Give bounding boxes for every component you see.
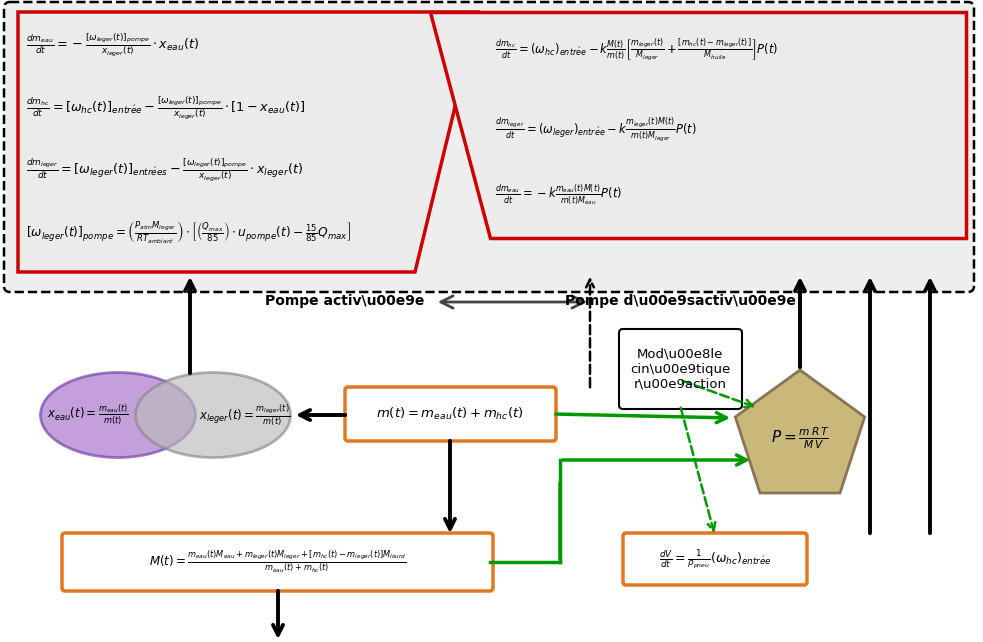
Ellipse shape <box>40 372 196 458</box>
Text: $\frac{dV}{dt} = \frac{1}{\rho_{pneu}}(\omega_{hc})_{entr\acute{e}e}$: $\frac{dV}{dt} = \frac{1}{\rho_{pneu}}(\… <box>659 548 772 570</box>
Text: Pompe d\u00e9sactiv\u00e9e: Pompe d\u00e9sactiv\u00e9e <box>564 294 795 308</box>
Text: $[\omega_{leger}(t)]_{pompe} = \left(\frac{P_{atm}M_{leger}}{RT_{ambiant}}\right: $[\omega_{leger}(t)]_{pompe} = \left(\fr… <box>26 219 351 245</box>
Text: $\frac{dm_{eau}}{dt} = -\frac{[\omega_{leger}(t)]_{pompe}}{x_{leger}(t)} \cdot x: $\frac{dm_{eau}}{dt} = -\frac{[\omega_{l… <box>26 31 200 58</box>
Text: $x_{leger}(t) = \frac{m_{leger}(t)}{m(t)}$: $x_{leger}(t) = \frac{m_{leger}(t)}{m(t)… <box>200 402 291 428</box>
Text: Mod\u00e8le
cin\u00e9tique
r\u00e9action: Mod\u00e8le cin\u00e9tique r\u00e9action <box>630 347 730 390</box>
FancyBboxPatch shape <box>619 329 742 409</box>
Text: $P = \frac{m\,R\,T}{M\,V}$: $P = \frac{m\,R\,T}{M\,V}$ <box>771 425 830 451</box>
Polygon shape <box>735 370 865 493</box>
Ellipse shape <box>136 372 291 458</box>
Polygon shape <box>18 12 478 272</box>
Text: $M(t) = \frac{m_{eau}(t)M_{eau} + m_{leger}(t)M_{leger} + [m_{hc}(t) - m_{leger}: $M(t) = \frac{m_{eau}(t)M_{eau} + m_{leg… <box>149 549 407 575</box>
Text: $x_{eau}(t) = \frac{m_{eau}(t)}{m(t)}$: $x_{eau}(t) = \frac{m_{eau}(t)}{m(t)}$ <box>47 403 129 427</box>
Text: $\frac{dm_{leger}}{dt} = [\omega_{leger}(t)]_{entr\acute{e}es} - \frac{[\omega_{: $\frac{dm_{leger}}{dt} = [\omega_{leger}… <box>26 157 303 184</box>
Polygon shape <box>430 12 966 238</box>
Text: $m(t) = m_{eau}(t) + m_{hc}(t)$: $m(t) = m_{eau}(t) + m_{hc}(t)$ <box>376 406 524 422</box>
Text: Pompe activ\u00e9e: Pompe activ\u00e9e <box>265 294 425 308</box>
Text: $\frac{dm_{hc}}{dt} = (\omega_{hc})_{entr\acute{e}e} - k\frac{M(t)}{m(t)}\left[\: $\frac{dm_{hc}}{dt} = (\omega_{hc})_{ent… <box>495 37 779 63</box>
FancyBboxPatch shape <box>62 533 493 591</box>
FancyBboxPatch shape <box>345 387 556 441</box>
FancyBboxPatch shape <box>623 533 807 585</box>
Text: $\frac{dm_{hc}}{dt} = [\omega_{hc}(t)]_{entr\acute{e}e} - \frac{[\omega_{leger}(: $\frac{dm_{hc}}{dt} = [\omega_{hc}(t)]_{… <box>26 94 305 121</box>
FancyBboxPatch shape <box>4 2 974 292</box>
Text: $\frac{dm_{eau}}{dt} = -k\frac{m_{eau}(t)M(t)}{m(t)M_{eau}}P(t)$: $\frac{dm_{eau}}{dt} = -k\frac{m_{eau}(t… <box>495 183 622 207</box>
Text: $\frac{dm_{leger}}{dt} = (\omega_{leger})_{entr\acute{e}e} - k\frac{m_{leger}(t): $\frac{dm_{leger}}{dt} = (\omega_{leger}… <box>495 117 697 143</box>
